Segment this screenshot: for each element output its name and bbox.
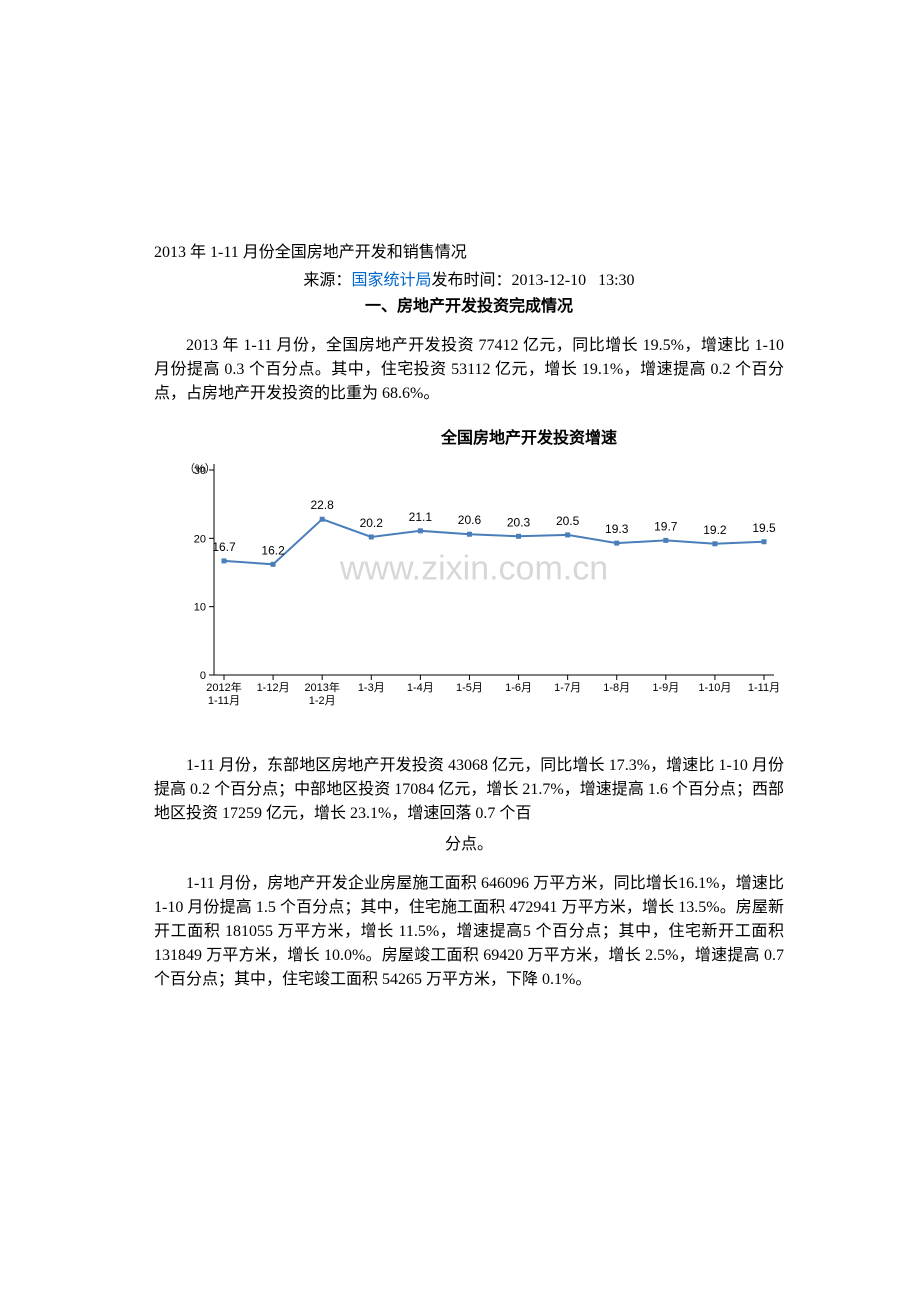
svg-text:30: 30 — [194, 465, 206, 477]
svg-text:20.2: 20.2 — [360, 516, 384, 530]
paragraph-2-tail: 分点。 — [154, 830, 784, 854]
document-title: 2013 年 1-11 月份全国房地产开发和销售情况 — [154, 238, 784, 262]
chart-svg: （%）0102030www.zixin.com.cn16.716.222.820… — [154, 450, 784, 730]
svg-text:2012年: 2012年 — [206, 680, 241, 694]
source-link[interactable]: 国家统计局 — [351, 272, 431, 289]
svg-text:www.zixin.com.cn: www.zixin.com.cn — [339, 549, 608, 587]
svg-text:1-7月: 1-7月 — [554, 682, 581, 694]
investment-growth-chart: 全国房地产开发投资增速 （%）0102030www.zixin.com.cn16… — [154, 424, 784, 730]
svg-text:20.6: 20.6 — [458, 513, 482, 527]
paragraph-2: 1-11 月份，东部地区房地产开发投资 43068 亿元，同比增长 17.3%，… — [154, 754, 784, 826]
svg-text:10: 10 — [194, 602, 206, 614]
svg-text:20.3: 20.3 — [507, 515, 531, 529]
source-prefix: 来源： — [303, 272, 351, 289]
paragraph-3: 1-11 月份，房地产开发企业房屋施工面积 646096 万平方米，同比增长16… — [154, 872, 784, 992]
svg-text:1-5月: 1-5月 — [456, 682, 483, 694]
svg-text:19.7: 19.7 — [654, 519, 678, 533]
paragraph-1: 2013 年 1-11 月份，全国房地产开发投资 77412 亿元，同比增长 1… — [154, 334, 784, 406]
svg-text:19.5: 19.5 — [752, 521, 776, 535]
svg-text:1-8月: 1-8月 — [603, 682, 630, 694]
svg-text:19.3: 19.3 — [605, 522, 629, 536]
section-heading-1: 一、房地产开发投资完成情况 — [154, 292, 784, 316]
svg-text:16.7: 16.7 — [212, 540, 236, 554]
svg-text:1-10月: 1-10月 — [698, 682, 731, 694]
svg-text:1-4月: 1-4月 — [407, 682, 434, 694]
svg-text:21.1: 21.1 — [409, 510, 433, 524]
svg-text:2013年: 2013年 — [304, 680, 339, 694]
svg-text:1-3月: 1-3月 — [358, 682, 385, 694]
svg-text:20: 20 — [194, 533, 206, 545]
svg-text:1-9月: 1-9月 — [652, 682, 679, 694]
svg-text:20.5: 20.5 — [556, 514, 580, 528]
chart-title: 全国房地产开发投资增速 — [154, 424, 784, 448]
source-line: 来源：国家统计局发布时间：2013-12-10 13:30 — [154, 266, 784, 290]
svg-text:1-2月: 1-2月 — [309, 695, 336, 707]
svg-text:1-11月: 1-11月 — [208, 695, 240, 707]
svg-text:19.2: 19.2 — [703, 523, 727, 537]
document-page: 2013 年 1-11 月份全国房地产开发和销售情况 来源：国家统计局发布时间：… — [0, 0, 920, 1070]
svg-text:22.8: 22.8 — [311, 498, 335, 512]
svg-text:0: 0 — [200, 670, 206, 682]
publish-time: 发布时间：2013-12-10 13:30 — [431, 272, 634, 289]
svg-text:1-6月: 1-6月 — [505, 682, 532, 694]
svg-text:1-12月: 1-12月 — [257, 682, 290, 694]
svg-text:16.2: 16.2 — [261, 543, 285, 557]
svg-text:1-11月: 1-11月 — [748, 682, 780, 694]
